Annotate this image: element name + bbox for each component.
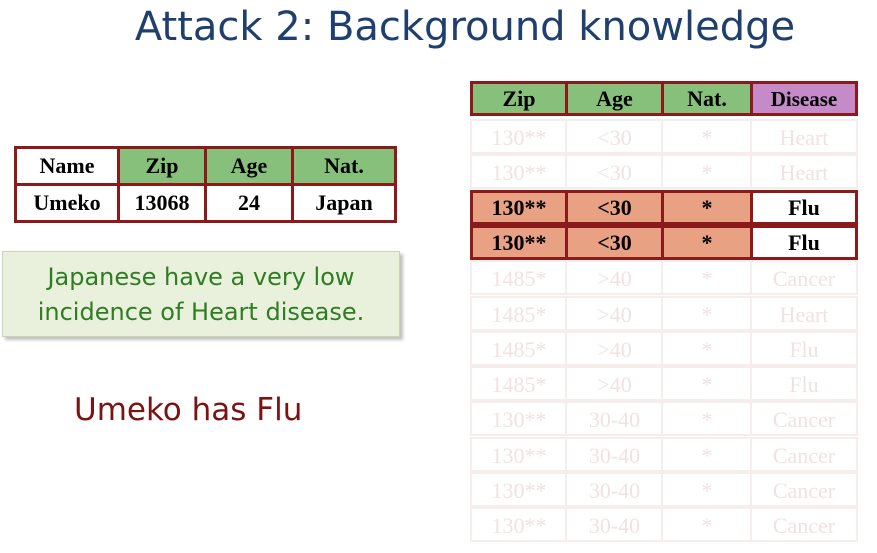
cell-age: 30-40 xyxy=(565,436,664,472)
table-row: 1485* >40 * Heart xyxy=(470,295,858,331)
table-row: 130** <30 * Heart xyxy=(470,154,858,190)
cell-zip: 130** xyxy=(470,436,568,472)
cell-zip: 130** xyxy=(470,189,568,225)
cell-age: 24 xyxy=(204,183,294,223)
cell-disease: Heart xyxy=(750,154,858,190)
cell-disease: Cancer xyxy=(750,472,858,507)
person-table: Name Zip Age Nat. Umeko 13068 24 Japan xyxy=(14,146,397,223)
cell-age: >40 xyxy=(565,366,664,402)
cell-disease: Cancer xyxy=(750,436,858,472)
cell-zip: 1485* xyxy=(470,330,568,366)
cell-zip: 130** xyxy=(470,507,568,543)
table-row: 130** 30-40 * Cancer xyxy=(470,472,858,507)
header-disease: Disease xyxy=(750,81,858,116)
matching-row: 130** <30 * Flu xyxy=(470,189,858,225)
cell-age: 30-40 xyxy=(565,507,664,543)
cell-zip: 13068 xyxy=(117,183,207,223)
cell-age: <30 xyxy=(565,154,664,190)
cell-nat: * xyxy=(661,224,753,260)
header-age: Age xyxy=(565,81,664,116)
cell-age: <30 xyxy=(565,189,664,225)
cell-disease: Flu xyxy=(750,189,858,225)
cell-nat: * xyxy=(661,401,753,437)
cell-disease: Flu xyxy=(750,224,858,260)
cell-nat: Japan xyxy=(291,183,397,223)
table-row: 1485* >40 * Flu xyxy=(470,366,858,402)
header-nat: Nat. xyxy=(291,146,397,186)
cell-age: 30-40 xyxy=(565,472,664,507)
cell-zip: 1485* xyxy=(470,295,568,331)
cell-nat: * xyxy=(661,436,753,472)
cell-zip: 130** xyxy=(470,224,568,260)
conclusion-text: Umeko has Flu xyxy=(74,392,303,428)
cell-nat: * xyxy=(661,119,753,154)
header-name: Name xyxy=(14,146,120,186)
cell-name: Umeko xyxy=(14,183,120,223)
cell-zip: 1485* xyxy=(470,260,568,296)
table-row: 130** <30 * Heart xyxy=(470,119,858,154)
table-row: 130** 30-40 * Cancer xyxy=(470,507,858,543)
cell-disease: Cancer xyxy=(750,507,858,543)
table-row: 130** 30-40 * Cancer xyxy=(470,401,858,437)
cell-zip: 130** xyxy=(470,154,568,190)
cell-disease: Heart xyxy=(750,295,858,331)
cell-zip: 130** xyxy=(470,472,568,507)
person-table-row: Umeko 13068 24 Japan xyxy=(14,183,397,223)
cell-age: <30 xyxy=(565,224,664,260)
cell-nat: * xyxy=(661,154,753,190)
cell-zip: 1485* xyxy=(470,366,568,402)
cell-age: <30 xyxy=(565,119,664,154)
cell-nat: * xyxy=(661,366,753,402)
header-nat: Nat. xyxy=(661,81,753,116)
cell-disease: Heart xyxy=(750,119,858,154)
cell-disease: Cancer xyxy=(750,401,858,437)
cell-disease: Cancer xyxy=(750,260,858,296)
header-age: Age xyxy=(204,146,294,186)
cell-age: >40 xyxy=(565,295,664,331)
person-table-header: Name Zip Age Nat. xyxy=(14,146,397,186)
slide-title: Attack 2: Background knowledge xyxy=(134,4,796,50)
cell-nat: * xyxy=(661,330,753,366)
cell-nat: * xyxy=(661,260,753,296)
background-fact-line-2: incidence of Heart disease. xyxy=(37,298,365,326)
cell-nat: * xyxy=(661,507,753,543)
table-row: 1485* >40 * Cancer xyxy=(470,260,858,296)
cell-disease: Flu xyxy=(750,366,858,402)
cell-nat: * xyxy=(661,472,753,507)
table-row: 130** 30-40 * Cancer xyxy=(470,436,858,472)
cell-age: 30-40 xyxy=(565,401,664,437)
table-row: 1485* >40 * Flu xyxy=(470,330,858,366)
cell-age: >40 xyxy=(565,260,664,296)
header-zip: Zip xyxy=(470,81,568,116)
cell-nat: * xyxy=(661,295,753,331)
cell-nat: * xyxy=(661,189,753,225)
background-fact-line-1: Japanese have a very low xyxy=(47,263,355,291)
cell-age: >40 xyxy=(565,330,664,366)
header-zip: Zip xyxy=(117,146,207,186)
matching-row: 130** <30 * Flu xyxy=(470,224,858,260)
cell-disease: Flu xyxy=(750,330,858,366)
background-fact-box: Japanese have a very low incidence of He… xyxy=(2,251,400,337)
cell-zip: 130** xyxy=(470,401,568,437)
cell-zip: 130** xyxy=(470,119,568,154)
